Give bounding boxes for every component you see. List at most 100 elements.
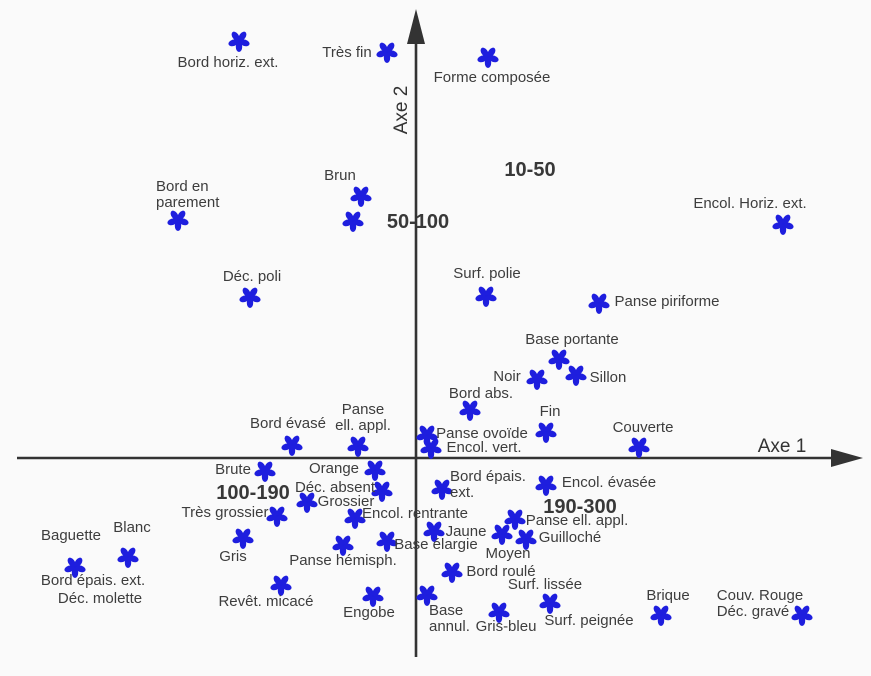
flower-marker-icon — [491, 524, 513, 545]
point-label: Déc. molette — [57, 590, 143, 607]
flower-marker-icon — [344, 508, 366, 529]
data-point-marker — [504, 508, 526, 530]
point-label: Baguette — [40, 527, 102, 544]
point-label: Fin — [539, 403, 561, 420]
data-point-marker — [548, 348, 570, 370]
flower-marker-icon — [228, 31, 250, 52]
y-axis-arrow-icon — [407, 9, 425, 44]
data-point-marker — [64, 556, 86, 578]
point-label: Grossier — [317, 493, 375, 510]
data-point-marker — [239, 286, 261, 308]
flower-marker-icon — [539, 593, 561, 614]
data-point-marker — [539, 592, 561, 614]
data-point-marker — [791, 604, 813, 626]
group-size-label: 50-100 — [386, 211, 450, 233]
flower-marker-icon — [504, 509, 526, 530]
data-point-marker — [364, 459, 386, 481]
flower-marker-icon — [416, 425, 438, 446]
point-label: Bord évasé — [250, 415, 326, 432]
point-label: Gris-bleu — [475, 618, 537, 635]
group-size-label: 100-190 — [216, 482, 290, 504]
point-label: Panse ell. appl. — [335, 401, 391, 434]
data-point-marker — [376, 530, 398, 552]
point-label: Bord en parement — [156, 178, 220, 211]
flower-marker-icon — [239, 287, 261, 308]
flower-marker-icon — [772, 214, 794, 235]
point-label: Bord épais. ext. — [40, 572, 146, 589]
data-point-marker — [423, 520, 445, 542]
flower-marker-icon — [488, 602, 510, 623]
flower-marker-icon — [254, 461, 276, 482]
flower-marker-icon — [459, 400, 481, 421]
point-label: Forme composée — [433, 69, 551, 86]
point-label: Couv. Rouge — [716, 587, 804, 604]
point-label: Guilloché — [538, 529, 602, 546]
flower-marker-icon — [371, 481, 393, 502]
data-point-marker — [270, 574, 292, 596]
point-label: Surf. lissée — [507, 576, 583, 593]
data-point-marker — [420, 437, 442, 459]
data-point-marker — [535, 421, 557, 443]
flower-marker-icon — [515, 529, 537, 550]
data-point-marker — [416, 424, 438, 446]
data-point-marker — [526, 368, 548, 390]
point-label: Panse ell. appl. — [525, 512, 629, 529]
point-label: Noir — [493, 368, 521, 385]
point-label: Encol. Horiz. ext. — [693, 195, 807, 212]
flower-marker-icon — [296, 492, 318, 513]
point-label: Encol. rentrante — [362, 505, 468, 522]
data-point-marker — [416, 584, 438, 606]
point-label: Base élargie — [394, 536, 478, 553]
flower-marker-icon — [423, 521, 445, 542]
group-size-label: 190-300 — [543, 496, 617, 518]
point-label: Encol. vert. — [446, 439, 522, 456]
flower-marker-icon — [117, 547, 139, 568]
point-label: Surf. peignée — [544, 612, 634, 629]
point-label: Déc. absent — [294, 479, 376, 496]
data-point-marker — [371, 480, 393, 502]
point-label: Engobe — [343, 604, 395, 621]
data-point-marker — [431, 478, 453, 500]
flower-marker-icon — [431, 479, 453, 500]
point-label: Sillon — [589, 369, 627, 386]
data-point-marker — [565, 364, 587, 386]
data-point-marker — [376, 41, 398, 63]
point-label: Orange — [308, 460, 360, 477]
point-label: Couverte — [612, 419, 674, 436]
data-point-marker — [362, 585, 384, 607]
data-point-marker — [342, 210, 364, 232]
data-point-marker — [350, 185, 372, 207]
data-point-marker — [254, 460, 276, 482]
flower-marker-icon — [376, 531, 398, 552]
data-point-marker — [266, 505, 288, 527]
flower-marker-icon — [281, 435, 303, 456]
flower-marker-icon — [232, 528, 254, 549]
flower-marker-icon — [362, 586, 384, 607]
data-point-marker — [650, 604, 672, 626]
point-label: Brique — [646, 587, 690, 604]
point-label: Très fin — [322, 44, 372, 61]
point-label: Panse hémisph. — [289, 552, 397, 569]
flower-marker-icon — [475, 286, 497, 307]
data-point-marker — [117, 546, 139, 568]
data-point-marker — [344, 507, 366, 529]
data-point-marker — [296, 491, 318, 513]
point-label: Brute — [215, 461, 251, 478]
data-point-marker — [535, 474, 557, 496]
flower-marker-icon — [332, 535, 354, 556]
point-label: Bord roulé — [466, 563, 536, 580]
data-point-marker — [347, 435, 369, 457]
flower-marker-icon — [376, 42, 398, 63]
point-label: Base annul. — [429, 602, 470, 635]
point-label: Bord abs. — [448, 385, 514, 402]
data-point-marker — [491, 523, 513, 545]
point-label: Bord horiz. ext. — [177, 54, 279, 71]
data-point-marker — [628, 436, 650, 458]
point-label: Panse ovoïde — [436, 425, 528, 442]
data-point-marker — [332, 534, 354, 556]
data-point-marker — [588, 292, 610, 314]
data-point-marker — [515, 528, 537, 550]
data-point-marker — [488, 601, 510, 623]
data-point-marker — [772, 213, 794, 235]
point-label: Encol. évasée — [561, 474, 657, 491]
